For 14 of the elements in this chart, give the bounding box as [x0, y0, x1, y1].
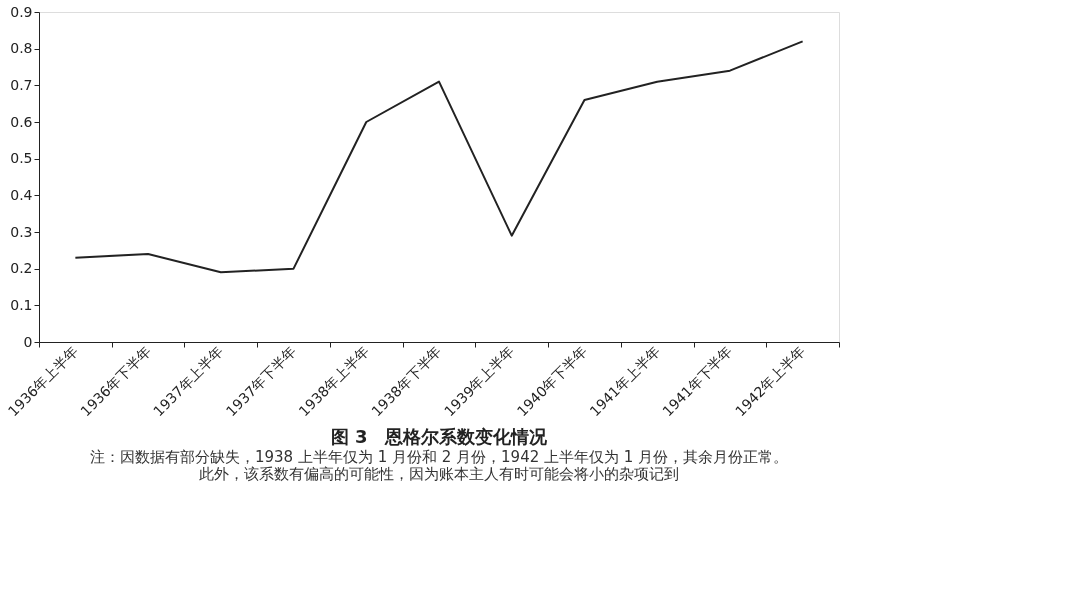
- y-tick-label: 0.2: [10, 260, 33, 277]
- y-tick-label: 0.8: [10, 40, 33, 57]
- text: 此外，该系数有偏高的可能性，因为账本主人有时可能会将小的杂项记到: [199, 464, 679, 483]
- text: 图 3 恩格尔系数变化情况: [330, 425, 549, 447]
- y-tick-label: 0.4: [10, 186, 33, 203]
- y-tick-label: 0: [23, 333, 33, 350]
- line-series: [74, 40, 804, 274]
- y-tick-label: 0.5: [10, 150, 33, 167]
- text: 注：因数据有部分缺失，1938 上半年仅为 1 月份和 2 月份，1942 上半年仅为 1 月份，其余月份正常。: [89, 447, 789, 466]
- y-tick-label: 0.3: [10, 223, 33, 240]
- y-tick-label: 0.6: [10, 113, 33, 130]
- y-tick-label: 0.1: [10, 296, 33, 313]
- y-tick-label: 0.7: [10, 76, 33, 93]
- y-tick-label: 0.9: [10, 3, 33, 20]
